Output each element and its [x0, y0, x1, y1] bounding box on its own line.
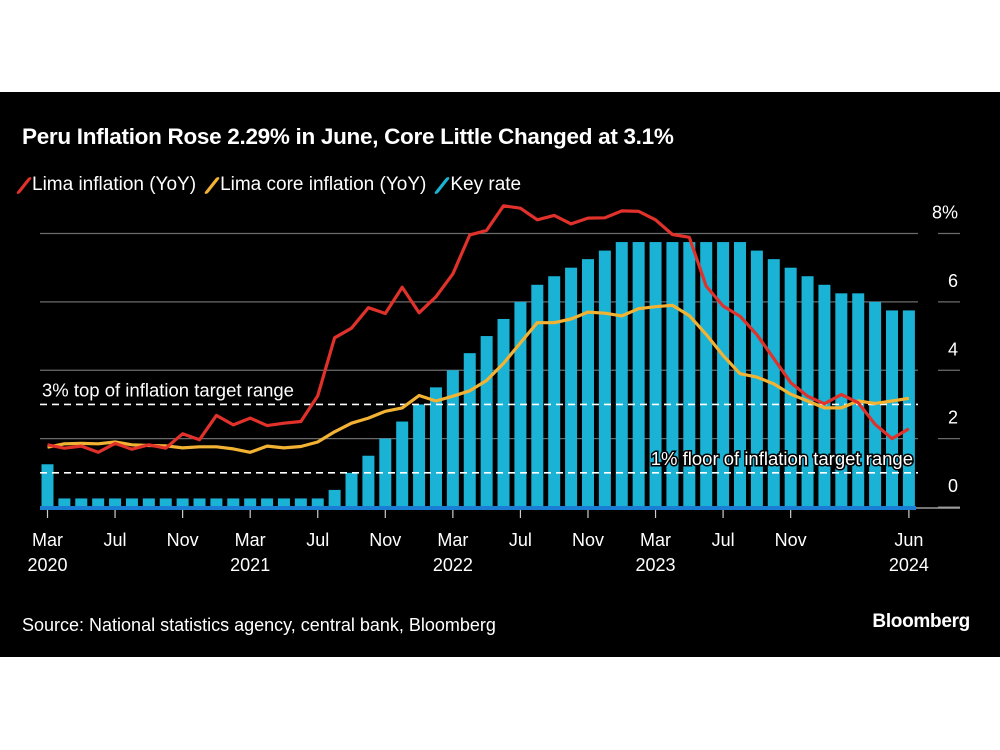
- key-rate-bar: [125, 498, 138, 507]
- key-rate-bar: [700, 242, 713, 507]
- y-tick-label: 0: [948, 476, 958, 496]
- key-rate-bar: [362, 455, 375, 507]
- key-rate-bar: [58, 498, 71, 507]
- legend-item-core-inflation: Lima core inflation (YoY): [203, 174, 427, 196]
- x-tick-month-label: Jul: [104, 530, 127, 550]
- legend-item-lima-inflation: Lima inflation (YoY): [15, 174, 197, 196]
- bloomberg-logo: Bloomberg: [872, 611, 970, 632]
- key-rate-bar: [480, 336, 493, 507]
- key-rate-bar: [632, 242, 645, 507]
- x-tick-month-label: Nov: [167, 530, 199, 550]
- x-tick-year-label: 2020: [27, 555, 67, 575]
- legend: Lima inflation (YoY) Lima core inflation…: [15, 174, 522, 196]
- legend-label: Key rate: [450, 174, 522, 195]
- reference-line-label: 1% floor of inflation target range: [651, 448, 913, 469]
- key-rate-bar: [294, 498, 307, 507]
- key-rate-bar: [159, 498, 172, 507]
- key-rate-bar: [565, 267, 578, 507]
- key-rate-bar: [244, 498, 257, 507]
- key-rate-bar: [784, 267, 797, 507]
- x-tick-month-label: Jul: [509, 530, 532, 550]
- legend-label: Lima core inflation (YoY): [220, 174, 427, 195]
- key-rate-bar: [142, 498, 155, 507]
- x-tick-month-label: Mar: [32, 530, 63, 550]
- key-rate-bar: [548, 276, 561, 507]
- x-tick-month-label: Jul: [712, 530, 735, 550]
- key-rate-bar: [463, 353, 476, 507]
- reference-line-label: 3% top of inflation target range: [42, 379, 294, 400]
- key-rate-bar: [193, 498, 206, 507]
- key-rate-bar: [818, 284, 831, 507]
- key-rate-bar: [210, 498, 223, 507]
- key-rate-bar: [581, 259, 594, 507]
- y-tick-label: 2: [948, 408, 958, 428]
- key-rate-bar: [429, 387, 442, 507]
- y-tick-label: 6: [948, 271, 958, 291]
- key-rate-bar: [615, 242, 628, 507]
- x-tick-year-label: 2023: [636, 555, 676, 575]
- key-rate-bar: [92, 498, 105, 507]
- chart-title: Peru Inflation Rose 2.29% in June, Core …: [22, 124, 674, 149]
- x-tick-year-label: 2024: [889, 555, 929, 575]
- key-rate-bar: [683, 242, 696, 507]
- legend-item-key-rate: Key rate: [434, 174, 522, 196]
- x-tick-month-label: Nov: [572, 530, 604, 550]
- key-rate-bar: [277, 498, 290, 507]
- x-tick-year-label: 2022: [433, 555, 473, 575]
- x-tick-month-label: Jun: [894, 530, 923, 550]
- key-rate-bar: [801, 276, 814, 507]
- key-rate-bar: [497, 318, 510, 507]
- x-tick-month-label: Mar: [437, 530, 468, 550]
- x-tick-month-label: Mar: [640, 530, 671, 550]
- key-rate-bar: [413, 404, 426, 507]
- key-rate-bar: [176, 498, 189, 507]
- key-rate-bar: [598, 250, 611, 507]
- key-rate-bar: [328, 489, 341, 507]
- x-tick-month-label: Jul: [306, 530, 329, 550]
- lima-core-inflation-line: [47, 303, 910, 454]
- key-rate-bar: [531, 284, 544, 507]
- key-rate-bar: [109, 498, 122, 507]
- x-tick-month-label: Mar: [235, 530, 266, 550]
- key-rate-bar: [41, 464, 54, 507]
- key-rate-bar: [396, 421, 409, 507]
- y-tick-label: 4: [948, 339, 958, 359]
- key-rate-bar: [261, 498, 274, 507]
- x-tick-month-label: Nov: [775, 530, 807, 550]
- lima-inflation-line: [47, 204, 910, 454]
- x-tick-year-label: 2021: [230, 555, 270, 575]
- key-rate-bar: [379, 438, 392, 507]
- key-rate-bar: [75, 498, 88, 507]
- legend-label: Lima inflation (YoY): [32, 174, 197, 195]
- key-rate-bar: [345, 472, 358, 507]
- y-tick-label: 8%: [932, 203, 958, 223]
- key-rate-bar: [311, 498, 324, 507]
- source-note: Source: National statistics agency, cent…: [22, 615, 496, 635]
- key-rate-bar: [902, 310, 915, 507]
- key-rate-bar: [446, 370, 459, 507]
- key-rate-bar: [227, 498, 240, 507]
- key-rate-bar: [886, 310, 898, 507]
- x-tick-month-label: Nov: [369, 530, 401, 550]
- key-rate-bar: [835, 293, 848, 507]
